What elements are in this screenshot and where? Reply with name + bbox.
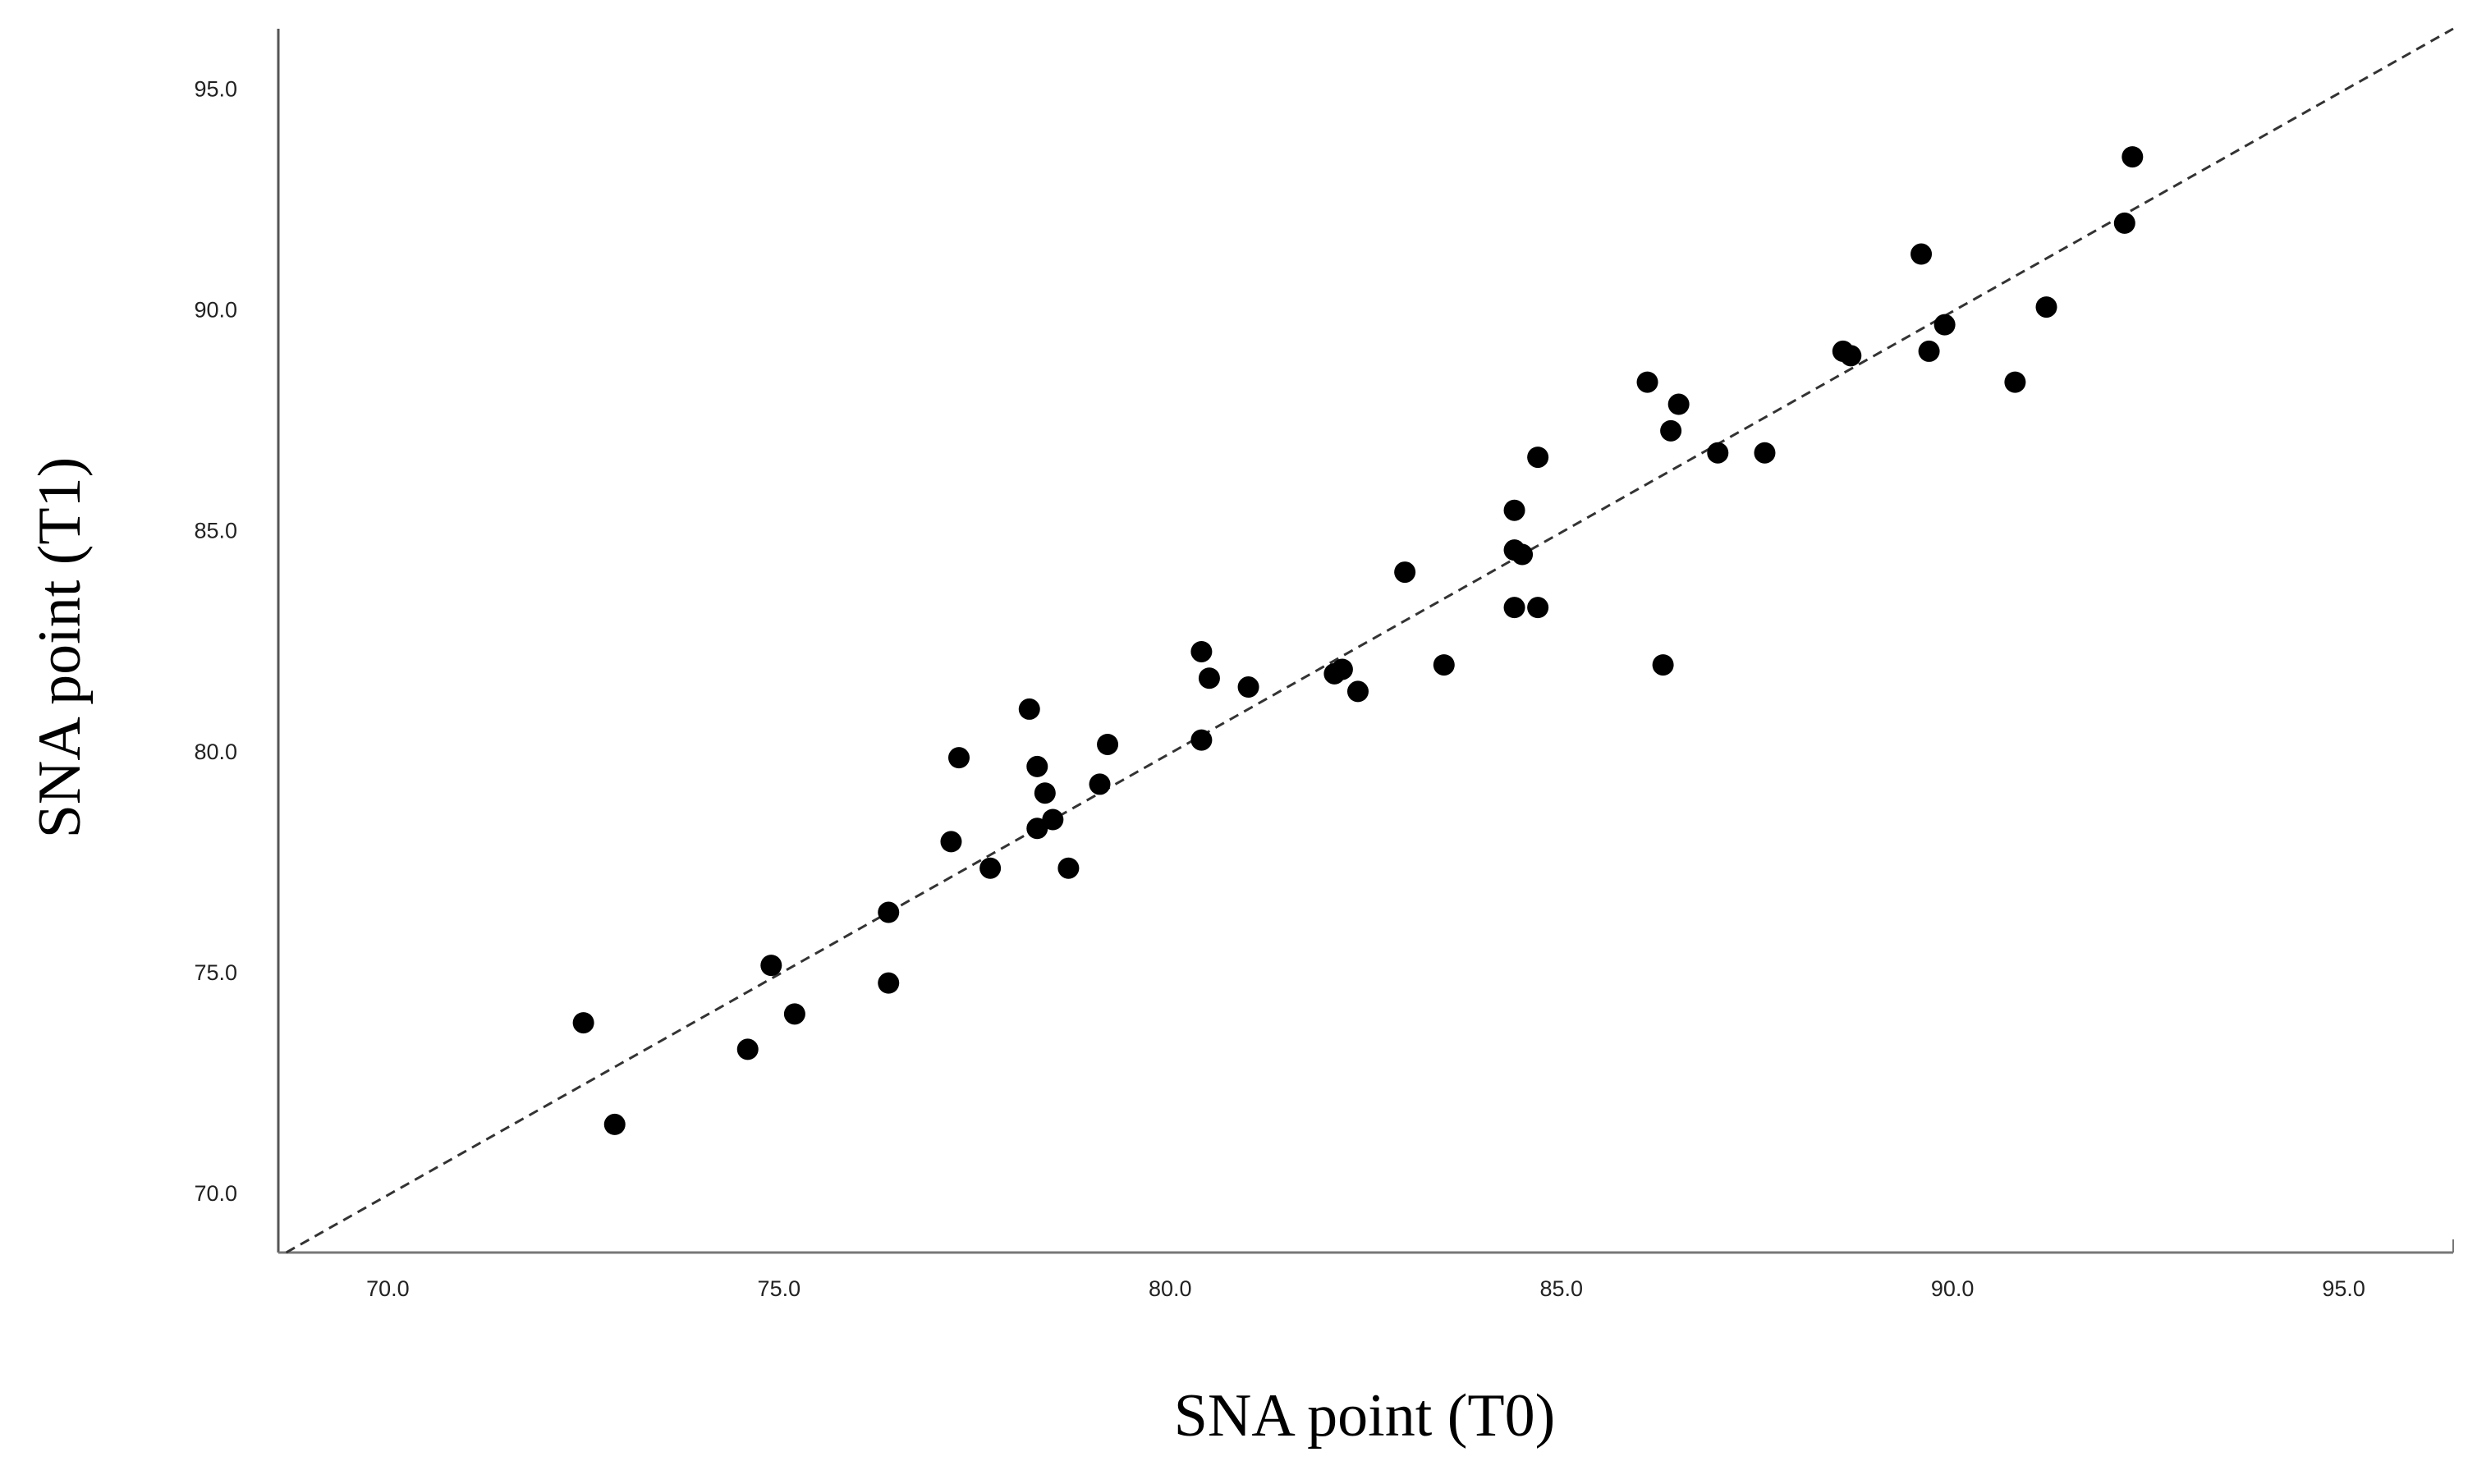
point (1331, 658, 1353, 680)
point (1042, 808, 1064, 831)
x-axis-title: SNA point (T0) (1174, 1382, 1556, 1450)
point (1018, 698, 1040, 720)
point (1527, 597, 1549, 619)
point (1034, 782, 1056, 804)
point (1057, 857, 1080, 879)
point (603, 1113, 626, 1135)
point (1089, 773, 1111, 795)
x-tick-label: 85.0 (1539, 1276, 1583, 1301)
point (760, 955, 782, 977)
point (1933, 314, 1956, 336)
point (1511, 543, 1534, 566)
point (1346, 680, 1369, 703)
point (940, 831, 962, 853)
point (572, 1012, 594, 1034)
x-tick-label: 75.0 (758, 1276, 801, 1301)
point (1026, 818, 1048, 840)
point (1636, 371, 1658, 393)
point (1394, 561, 1416, 584)
point (2035, 296, 2057, 318)
point (1754, 442, 1776, 464)
x-tick-label: 95.0 (2322, 1276, 2365, 1301)
point (1503, 597, 1525, 619)
x-tick-label: 80.0 (1149, 1276, 1192, 1301)
point (1840, 345, 1862, 367)
y-tick-label: 75.0 (194, 960, 237, 985)
point (948, 747, 970, 769)
y-tick-label: 95.0 (194, 76, 237, 101)
point (736, 1038, 759, 1060)
point (2122, 146, 2144, 168)
y-axis-title: SNA point (T1) (26, 457, 94, 839)
y-tick-label: 90.0 (194, 298, 237, 323)
point (979, 857, 1002, 879)
point (878, 972, 900, 994)
point (1918, 340, 1940, 362)
x-tick-label: 70.0 (366, 1276, 410, 1301)
point (1190, 640, 1213, 662)
reference-line (285, 27, 2454, 1254)
point (1667, 393, 1690, 415)
point (2113, 212, 2135, 234)
y-tick-label: 80.0 (194, 740, 237, 764)
point (1237, 676, 1259, 698)
point (1527, 447, 1549, 469)
y-tick-label: 85.0 (194, 519, 237, 543)
point (783, 1003, 805, 1025)
point (1026, 755, 1048, 777)
point (2004, 371, 2026, 393)
point (1707, 442, 1729, 464)
point (878, 901, 900, 923)
point (1097, 733, 1119, 755)
point (1652, 654, 1674, 676)
point (1660, 419, 1682, 442)
point (1190, 729, 1213, 751)
point (1911, 243, 1933, 265)
point (1433, 654, 1455, 676)
y-tick-label: 70.0 (194, 1181, 237, 1206)
point (1503, 499, 1525, 521)
point (1198, 667, 1220, 689)
x-tick-label: 90.0 (1931, 1276, 1975, 1301)
